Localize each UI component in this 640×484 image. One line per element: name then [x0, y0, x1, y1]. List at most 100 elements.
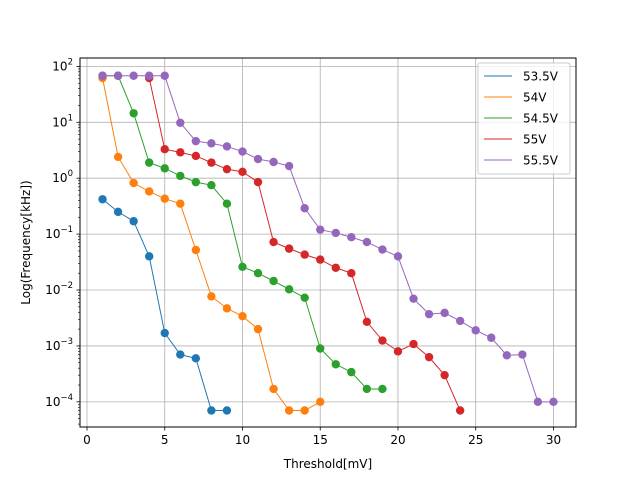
- data-point: [502, 351, 512, 360]
- data-point: [207, 158, 216, 167]
- data-point: [424, 352, 434, 362]
- legend-label: 54V: [523, 91, 547, 105]
- data-point: [207, 292, 216, 301]
- legend-label: 55.5V: [523, 154, 559, 168]
- y-tick-label: 10−2: [45, 281, 73, 297]
- data-point: [222, 304, 232, 313]
- series-1: [98, 73, 325, 415]
- data-point: [129, 178, 138, 188]
- data-point: [222, 406, 232, 415]
- data-point: [222, 142, 232, 151]
- legend-entry: 54.5V: [484, 112, 559, 126]
- data-point: [347, 233, 356, 242]
- data-point: [160, 145, 169, 154]
- legend-label: 54.5V: [523, 112, 559, 126]
- data-point: [347, 367, 356, 377]
- data-point: [238, 262, 247, 272]
- data-point: [284, 244, 294, 253]
- data-point: [269, 157, 278, 167]
- x-axis-label: Threshold[mV]: [283, 457, 372, 471]
- legend-entry: 53.5V: [484, 70, 559, 84]
- data-point: [176, 171, 185, 181]
- data-point: [160, 328, 169, 338]
- data-point: [549, 397, 558, 407]
- data-point: [253, 154, 263, 164]
- data-point: [533, 397, 543, 407]
- data-point: [144, 252, 154, 261]
- y-tick-label: 101: [52, 113, 73, 129]
- data-point: [191, 245, 201, 255]
- data-point: [362, 384, 372, 394]
- data-point: [409, 339, 418, 349]
- data-point: [129, 217, 138, 226]
- data-point: [144, 71, 154, 80]
- data-point: [362, 317, 372, 327]
- series-layer: [98, 71, 558, 415]
- data-point: [98, 71, 107, 80]
- data-point: [253, 177, 263, 187]
- data-point: [362, 237, 372, 247]
- data-point: [207, 180, 216, 190]
- legend-box: [477, 62, 571, 175]
- series-4: [98, 71, 558, 407]
- data-point: [347, 268, 356, 278]
- data-point: [455, 316, 465, 326]
- data-point: [113, 71, 123, 80]
- data-point: [455, 406, 465, 415]
- legend-entry: 55V: [484, 133, 547, 147]
- data-point: [300, 204, 309, 213]
- data-point: [113, 207, 123, 217]
- data-point: [238, 312, 247, 321]
- series-0: [98, 195, 232, 415]
- data-point: [487, 333, 496, 342]
- data-point: [284, 161, 294, 171]
- data-point: [160, 71, 169, 80]
- data-point: [393, 347, 403, 356]
- data-point: [129, 109, 138, 118]
- x-tick-label: 0: [83, 433, 91, 447]
- data-point: [316, 255, 325, 264]
- x-axis-ticks: 0 5 10 15 20 25 30: [83, 427, 561, 447]
- data-point: [331, 360, 340, 369]
- data-point: [331, 228, 340, 238]
- x-tick-label: 5: [161, 433, 169, 447]
- y-tick-label: 10−4: [45, 393, 73, 409]
- legend-entry: 55.5V: [484, 154, 559, 168]
- x-tick-label: 20: [390, 433, 405, 447]
- data-point: [176, 199, 185, 208]
- data-point: [316, 225, 325, 234]
- legend: 53.5V 54V 54.5V 55V 55.5V: [477, 62, 571, 175]
- data-point: [284, 406, 294, 415]
- data-point: [113, 152, 123, 162]
- data-point: [222, 164, 232, 174]
- data-point: [440, 370, 449, 380]
- data-point: [207, 139, 216, 148]
- x-tick-label: 30: [546, 433, 561, 447]
- y-tick-label: 102: [52, 57, 73, 73]
- x-tick-label: 15: [313, 433, 328, 447]
- series-3: [144, 73, 465, 415]
- data-point: [160, 164, 169, 173]
- data-point: [129, 71, 138, 80]
- data-point: [331, 263, 340, 272]
- data-point: [300, 250, 309, 259]
- data-point: [144, 187, 154, 196]
- data-point: [378, 245, 387, 254]
- grid: [80, 58, 576, 427]
- data-point: [253, 324, 263, 334]
- data-point: [191, 151, 201, 161]
- data-point: [191, 354, 201, 363]
- y-axis-label: Log(Frequency[kHz]): [19, 180, 33, 304]
- data-point: [424, 309, 434, 319]
- data-point: [144, 158, 154, 167]
- data-point: [98, 195, 107, 204]
- data-point: [253, 268, 263, 278]
- data-point: [269, 384, 278, 394]
- data-point: [378, 336, 387, 345]
- data-point: [393, 252, 403, 261]
- data-point: [176, 350, 185, 359]
- data-point: [191, 136, 201, 146]
- data-point: [191, 177, 201, 187]
- legend-entry: 54V: [484, 91, 547, 105]
